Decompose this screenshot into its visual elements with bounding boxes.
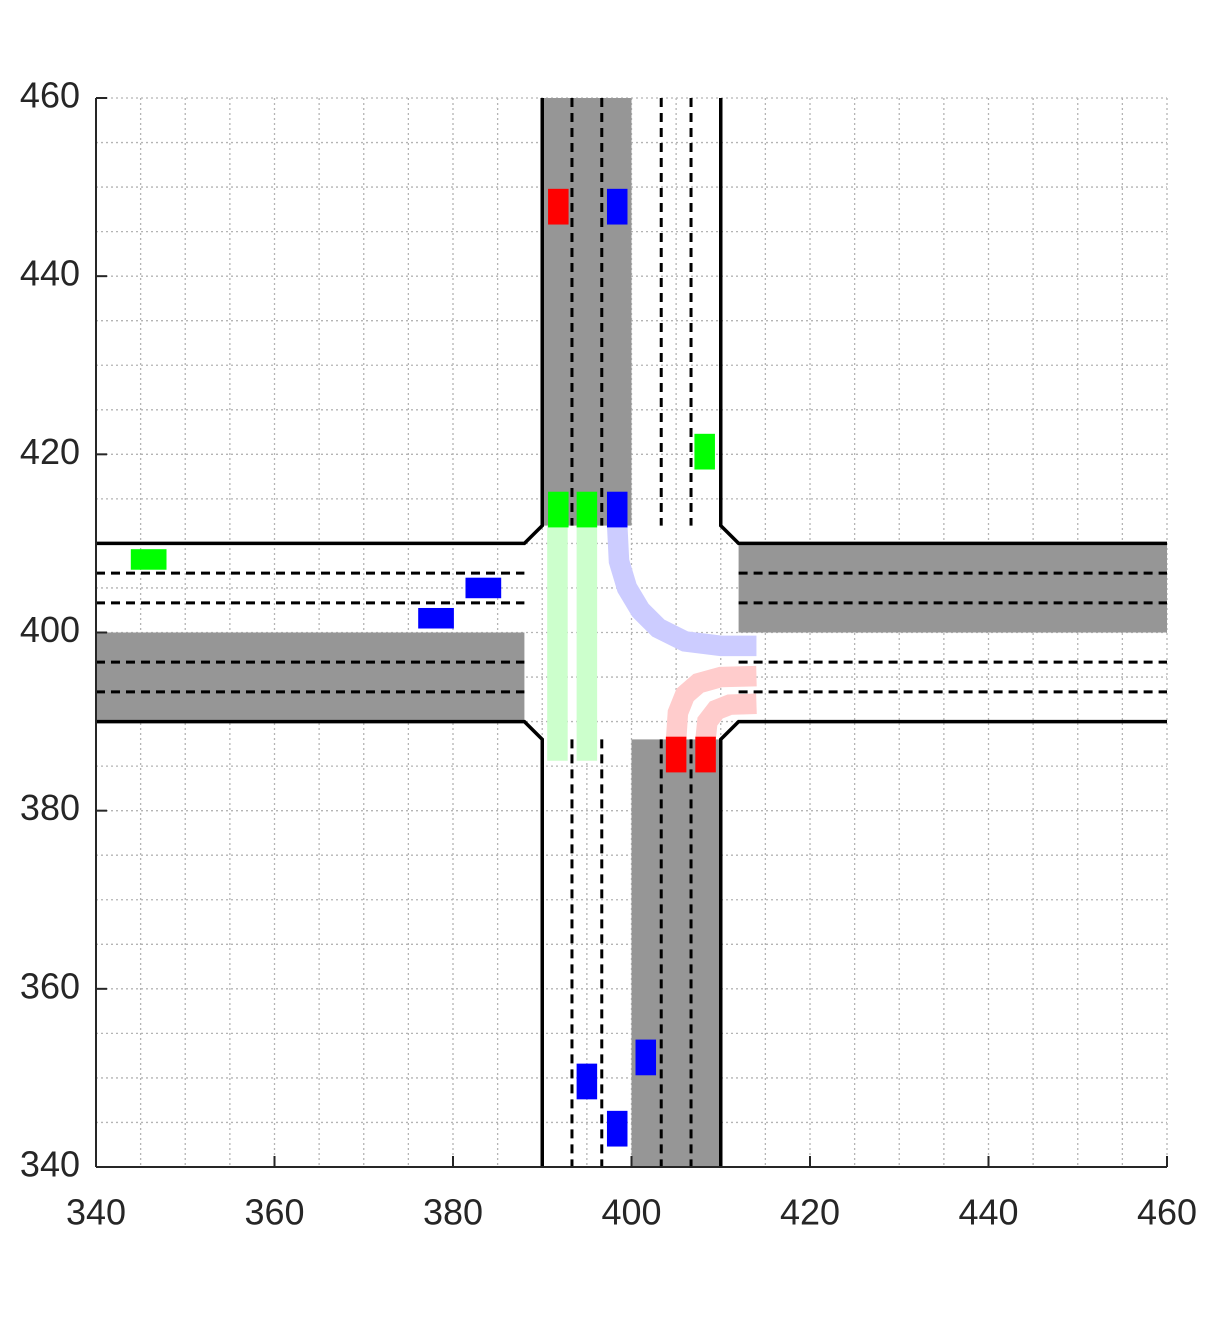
vehicle [695, 736, 716, 773]
road-lane [96, 632, 525, 722]
vehicle [665, 736, 687, 773]
x-tick-label: 360 [244, 1192, 304, 1233]
x-tick-label: 440 [958, 1192, 1018, 1233]
vehicle [606, 491, 628, 528]
x-tick-label: 340 [66, 1192, 126, 1233]
road-edge [719, 719, 1167, 1167]
trajectory [695, 693, 757, 741]
vehicle [418, 607, 454, 629]
road-edge [96, 719, 544, 1167]
y-tick-label: 380 [20, 787, 80, 828]
x-tick-label: 460 [1137, 1192, 1197, 1233]
vehicle [465, 577, 502, 599]
vehicle [548, 188, 569, 225]
vehicle [548, 491, 569, 528]
trajectory [606, 525, 757, 657]
road-lane [631, 739, 721, 1167]
y-tick-label: 440 [20, 253, 80, 294]
y-tick-label: 460 [20, 75, 80, 116]
vehicle [576, 491, 598, 528]
vehicle [130, 549, 167, 570]
y-tick-label: 400 [20, 609, 80, 650]
vehicle [694, 433, 715, 470]
road-lane [542, 98, 632, 526]
vehicle [635, 1039, 657, 1076]
vehicle [606, 188, 628, 225]
y-tick-label: 360 [20, 965, 80, 1006]
trajectory [665, 665, 757, 741]
vehicle [606, 1110, 628, 1147]
road-edge [719, 98, 1167, 546]
y-tick-label: 340 [20, 1144, 80, 1185]
y-tick-label: 420 [20, 431, 80, 472]
x-tick-label: 420 [780, 1192, 840, 1233]
road-edge [96, 98, 544, 546]
vehicle [576, 1063, 598, 1100]
x-tick-label: 400 [601, 1192, 661, 1233]
road-lane [738, 543, 1167, 633]
x-tick-label: 380 [423, 1192, 483, 1233]
